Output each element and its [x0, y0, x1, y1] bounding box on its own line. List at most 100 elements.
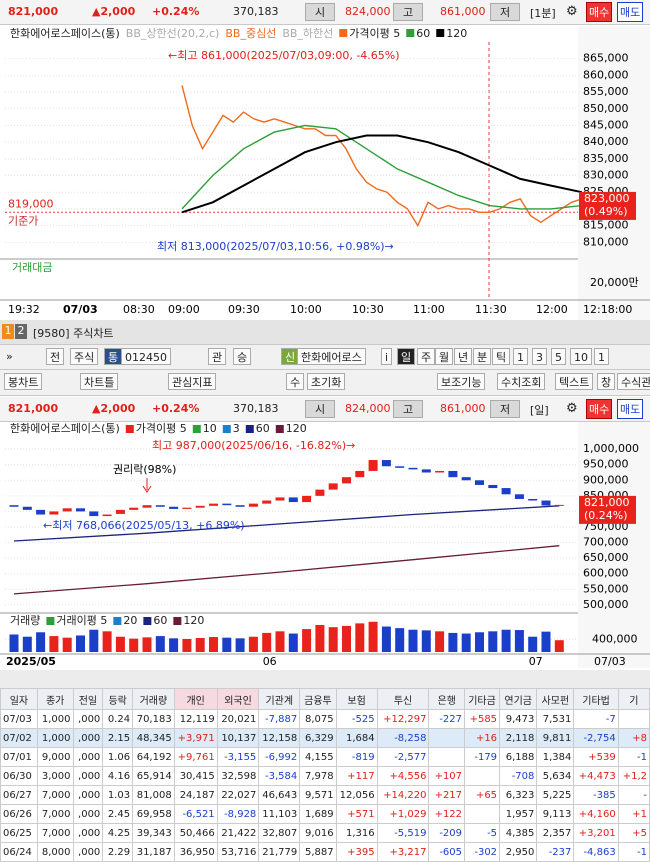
table-cell: 06/27 — [0, 785, 38, 805]
legend-label: 3 — [233, 422, 240, 435]
rights-annotation: 권리락(98%) — [113, 463, 176, 476]
buy-button[interactable]: 매수 — [586, 2, 613, 22]
settings-icon[interactable]: ⚙ — [566, 401, 578, 416]
toolbar-button[interactable]: i — [381, 348, 393, 365]
window-number[interactable]: 1 — [2, 324, 14, 339]
toolbar-button[interactable]: 통 — [104, 348, 123, 365]
legend-label: 120 — [446, 27, 467, 40]
toolbar-button[interactable]: 월 — [435, 348, 454, 365]
table-cell: -605 — [428, 842, 466, 862]
table-cell: -5 — [464, 823, 501, 843]
toolbar-button[interactable]: 1 — [594, 348, 609, 365]
toolbar-button[interactable]: 수 — [286, 373, 305, 390]
toolbar-button[interactable]: 일 — [397, 348, 416, 365]
table-cell: 1,000 — [36, 709, 74, 729]
column-header: 연기금 — [499, 688, 538, 710]
sell-button[interactable]: 매도 — [617, 2, 644, 22]
table-cell: 7,978 — [299, 766, 337, 786]
toolbar-button[interactable]: 5 — [551, 348, 566, 365]
toolbar-button[interactable]: 틱 — [492, 348, 511, 365]
toolbar-button[interactable]: 텍스트 — [555, 373, 594, 390]
table-cell: 46,643 — [258, 785, 301, 805]
candle-body — [262, 500, 272, 504]
toolbar-button[interactable]: 관심지표 — [168, 373, 217, 390]
table-cell: -3,155 — [216, 747, 260, 767]
header-rate: +0.24% — [152, 402, 200, 415]
toolbar-button[interactable]: 관 — [208, 348, 227, 365]
table-cell: - — [617, 785, 650, 805]
volume-bar — [142, 637, 152, 652]
volume-bar — [129, 638, 139, 652]
volume-bar — [315, 624, 325, 652]
intraday-bg — [0, 26, 650, 320]
table-cell: +3,217 — [376, 842, 430, 862]
legend-swatch — [46, 617, 55, 625]
table-cell: +5 — [617, 823, 650, 843]
toolbar-button[interactable]: 수식관 — [617, 373, 650, 390]
candle-body — [209, 503, 218, 506]
toolbar-button[interactable]: 초기화 — [307, 373, 346, 390]
toolbar-button[interactable]: 차트틀 — [80, 373, 119, 390]
column-header: 거래량 — [132, 688, 175, 710]
table-cell: -237 — [536, 842, 575, 862]
header-open: 824,000 — [345, 402, 391, 415]
last-price-label: 823,000 — [584, 192, 630, 205]
toolbar-button[interactable]: 10 — [570, 348, 592, 365]
table-cell: ,000 — [72, 785, 104, 805]
legend-label: 120 — [286, 422, 307, 435]
table-cell: 32,598 — [216, 766, 260, 786]
table-cell: +4,473 — [573, 766, 619, 786]
table-cell: +16 — [464, 728, 501, 748]
x-tick-label: 07 — [529, 655, 543, 668]
toolbar-button[interactable]: 한화에어로스 — [297, 348, 366, 365]
legend-swatch — [339, 29, 348, 37]
table-row: 07/03 1,000,000 0.24 70,183 12,119 20,021 -7,8… — [0, 709, 650, 729]
toolbar-icon[interactable]: » — [6, 350, 13, 363]
window-number[interactable]: 2 — [15, 324, 27, 339]
table-cell: 10,137 — [216, 728, 260, 748]
volume-bar — [169, 638, 179, 652]
table-cell: 1.03 — [102, 785, 134, 805]
legend-label: 한화에어로스페이스(통) — [10, 422, 120, 435]
toolbar-button[interactable]: 승 — [233, 348, 252, 365]
volume-bar — [408, 629, 418, 652]
toolbar-button[interactable]: 3 — [532, 348, 547, 365]
sell-button[interactable]: 매도 — [617, 399, 644, 419]
table-row: 06/25 7,000,000 4.25 39,343 50,466 21,422 32,8… — [0, 823, 650, 843]
table-cell: 2,118 — [499, 728, 538, 748]
toolbar-button[interactable]: 1 — [513, 348, 528, 365]
table-cell: +12,297 — [376, 709, 430, 729]
toolbar-button[interactable]: 주 — [417, 348, 436, 365]
table-cell: +107 — [428, 766, 466, 786]
table-cell: 4.25 — [102, 823, 134, 843]
table-cell: +217 — [428, 785, 466, 805]
x-tick-label: 08:30 — [123, 303, 155, 316]
table-cell: -302 — [464, 842, 501, 862]
table-cell: 06/25 — [0, 823, 38, 843]
table-cell: -385 — [573, 785, 619, 805]
candle-body — [475, 480, 484, 485]
toolbar-button[interactable]: 분 — [473, 348, 492, 365]
candle-body — [368, 460, 378, 471]
toolbar-button[interactable]: 주식 — [70, 348, 99, 365]
table-cell: 0.24 — [102, 709, 134, 729]
volume-bar — [435, 631, 445, 652]
table-cell: 1,689 — [299, 804, 337, 824]
toolbar-button[interactable]: 012450 — [121, 348, 171, 365]
toolbar-button[interactable]: 봉차트 — [4, 373, 43, 390]
toolbar-button[interactable]: 보조기능 — [437, 373, 486, 390]
y-tick-label: 810,000 — [583, 235, 629, 248]
candle-body — [381, 460, 391, 467]
column-header: 은행 — [428, 688, 466, 710]
settings-icon[interactable]: ⚙ — [566, 4, 578, 19]
toolbar-button[interactable]: 창 — [597, 373, 616, 390]
header-open: 824,000 — [345, 5, 391, 18]
toolbar-button[interactable]: 년 — [454, 348, 473, 365]
header-high-label: 고 — [393, 3, 423, 21]
buy-button[interactable]: 매수 — [586, 399, 613, 419]
candle-body — [235, 505, 245, 507]
base-line-label: 819,000 — [8, 197, 54, 210]
toolbar-button[interactable]: 수치조회 — [497, 373, 546, 390]
header-low-label: 저 — [490, 400, 520, 418]
toolbar-button[interactable]: 전 — [46, 348, 65, 365]
